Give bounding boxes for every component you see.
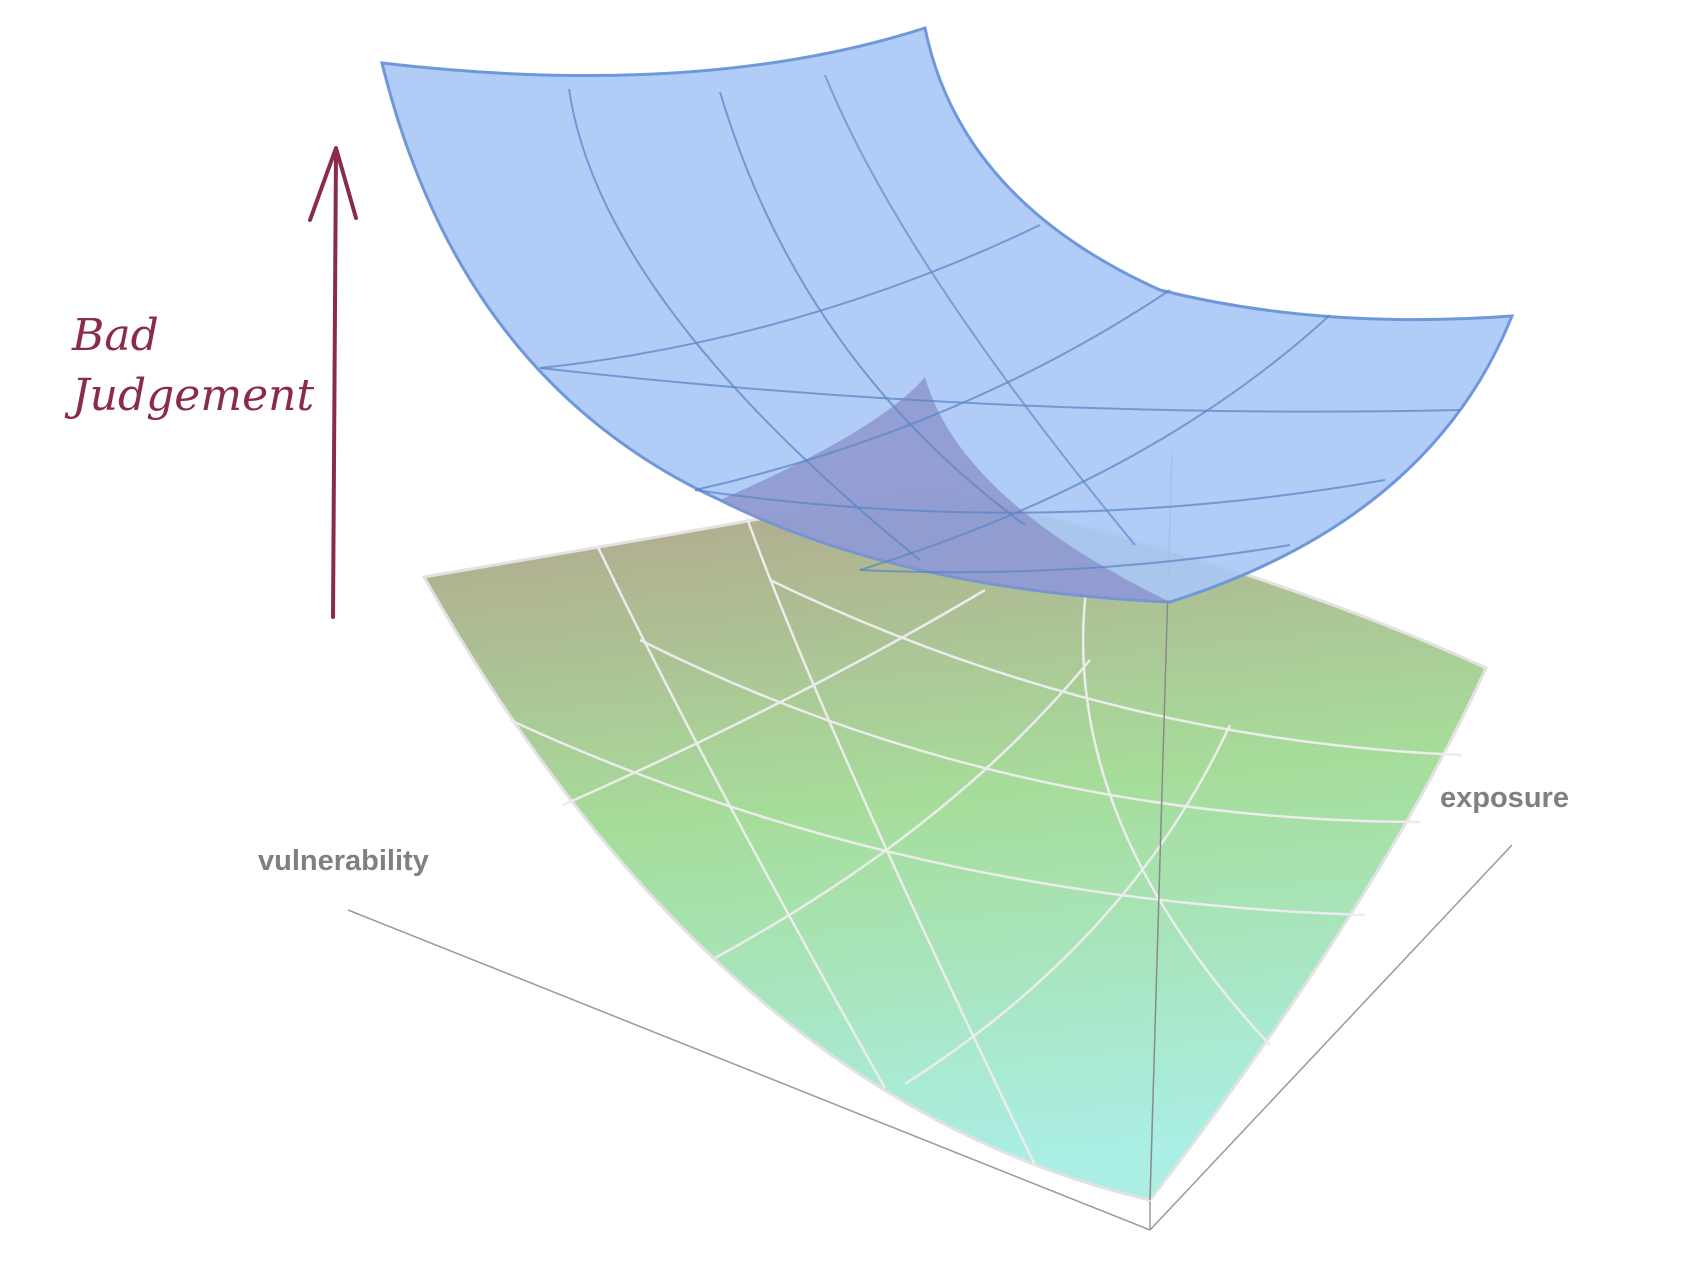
vulnerability-axis-line xyxy=(347,909,1151,1231)
upper-surface xyxy=(380,26,1515,604)
axes xyxy=(347,844,1513,1231)
upper-surface-grid xyxy=(539,74,1461,574)
exposure-axis-line xyxy=(1149,844,1513,1231)
annotation-line-2: Judgement xyxy=(64,370,314,421)
lower-surface-grid xyxy=(509,517,1463,1166)
upper-surface-fill xyxy=(380,26,1515,604)
exposure-axis-label: exposure xyxy=(1440,782,1569,814)
vulnerability-axis-label: vulnerability xyxy=(258,845,429,877)
bad-judgement-arrow xyxy=(308,146,358,619)
arrow-head xyxy=(308,146,358,222)
arrow-shaft xyxy=(331,148,338,619)
annotation-line-1: Bad xyxy=(71,310,159,361)
lower-surface xyxy=(421,486,1488,1202)
lower-surface-fill xyxy=(421,486,1488,1202)
upper-surface-fold xyxy=(720,377,1170,602)
